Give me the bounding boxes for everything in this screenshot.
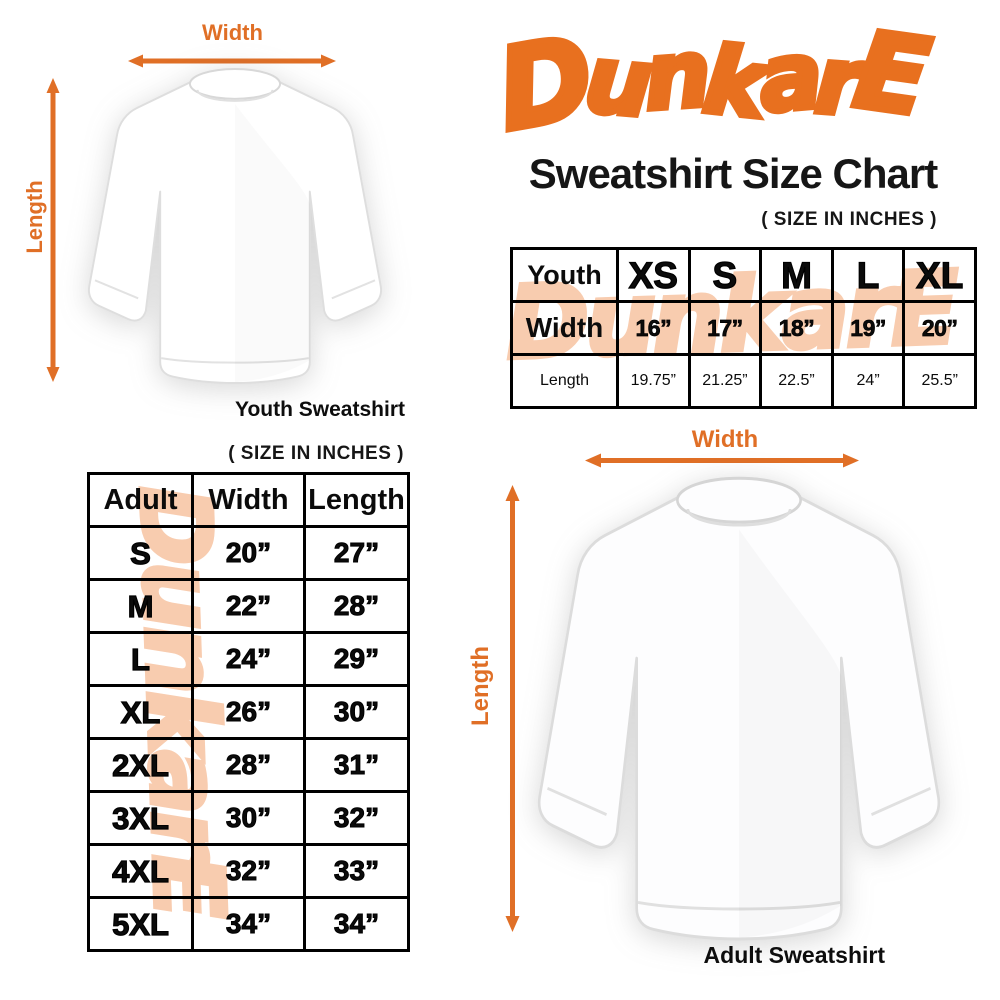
logo-letter: k [696,23,768,141]
table-cell: 29” [303,631,410,687]
table-cell: 22” [191,578,306,634]
logo-letter: E [845,5,934,142]
youth-caption: Youth Sweatshirt [235,398,405,421]
table-cell: 32” [191,843,306,899]
table-cell: 17” [687,300,763,356]
youth-length-arrow-icon [46,78,60,382]
table-cell: Length [510,353,619,409]
logo-letter: D [486,10,600,159]
table-cell: 20” [902,300,977,356]
table-cell: M [759,247,834,303]
logo-letter: a [752,18,823,135]
table-cell: S [87,525,194,581]
table-cell: 32” [303,790,410,846]
adult-length-arrow-icon [505,485,520,932]
table-cell: S [687,247,763,303]
table-cell: 22.5” [759,353,834,409]
table-cell: 34” [303,896,410,952]
table-cell: 24” [191,631,306,687]
table-cell: Youth [510,247,619,303]
table-cell: 26” [191,684,306,740]
logo-letter: u [578,22,653,140]
table-cell: 21.25” [687,353,763,409]
table-cell: XL [902,247,977,303]
table-cell: XL [87,684,194,740]
adult-width-label: Width [691,426,759,453]
table-cell: L [87,631,194,687]
table-cell: 34” [191,896,306,952]
table-cell: Width [510,300,619,356]
page-title: Sweatshirt Size Chart [528,150,938,197]
table-cell: 2XL [87,737,194,793]
table-cell: 24” [830,353,906,409]
table-cell: 3XL [87,790,194,846]
adult-sweatshirt-image [537,476,941,941]
table-cell: 19” [830,300,906,356]
youth-width-arrow-icon [128,54,336,68]
table-cell: 4XL [87,843,194,899]
adult-length-label: Length [467,646,494,726]
youth-sweatshirt-image [87,67,383,385]
size-in-inches-note: ( SIZE IN INCHES ) [761,209,937,230]
table-cell: 19.75” [616,353,691,409]
table-cell: 28” [303,578,410,634]
table-cell: 5XL [87,896,194,952]
table-cell: XS [616,247,691,303]
adult-caption: Adult Sweatshirt [703,942,885,968]
youth-width-label: Width [202,20,263,45]
table-cell: Length [303,472,410,528]
table-cell: 31” [303,737,410,793]
table-cell: 30” [303,684,410,740]
logo-letter: n [638,17,711,134]
table-cell: 28” [191,737,306,793]
youth-size-table: Youth XS S M L XL Width 16” 17” 18” 19” 20” Length 19… [510,247,977,409]
table-cell: Adult [87,472,194,528]
table-cell: L [830,247,906,303]
table-cell: 20” [191,525,306,581]
table-cell: 25.5” [902,353,977,409]
table-cell: M [87,578,194,634]
adult-size-in-inches-note: ( SIZE IN INCHES ) [228,443,404,464]
table-cell: 18” [759,300,834,356]
adult-width-arrow-icon [585,453,859,468]
adult-size-table: Adult Width Length S 20” 27” M 22” 28” L 24” 29” XL 2… [87,472,410,952]
table-cell: 27” [303,525,410,581]
table-cell: 33” [303,843,410,899]
table-cell: 30” [191,790,306,846]
table-cell: Width [191,472,306,528]
table-cell: 16” [616,300,691,356]
